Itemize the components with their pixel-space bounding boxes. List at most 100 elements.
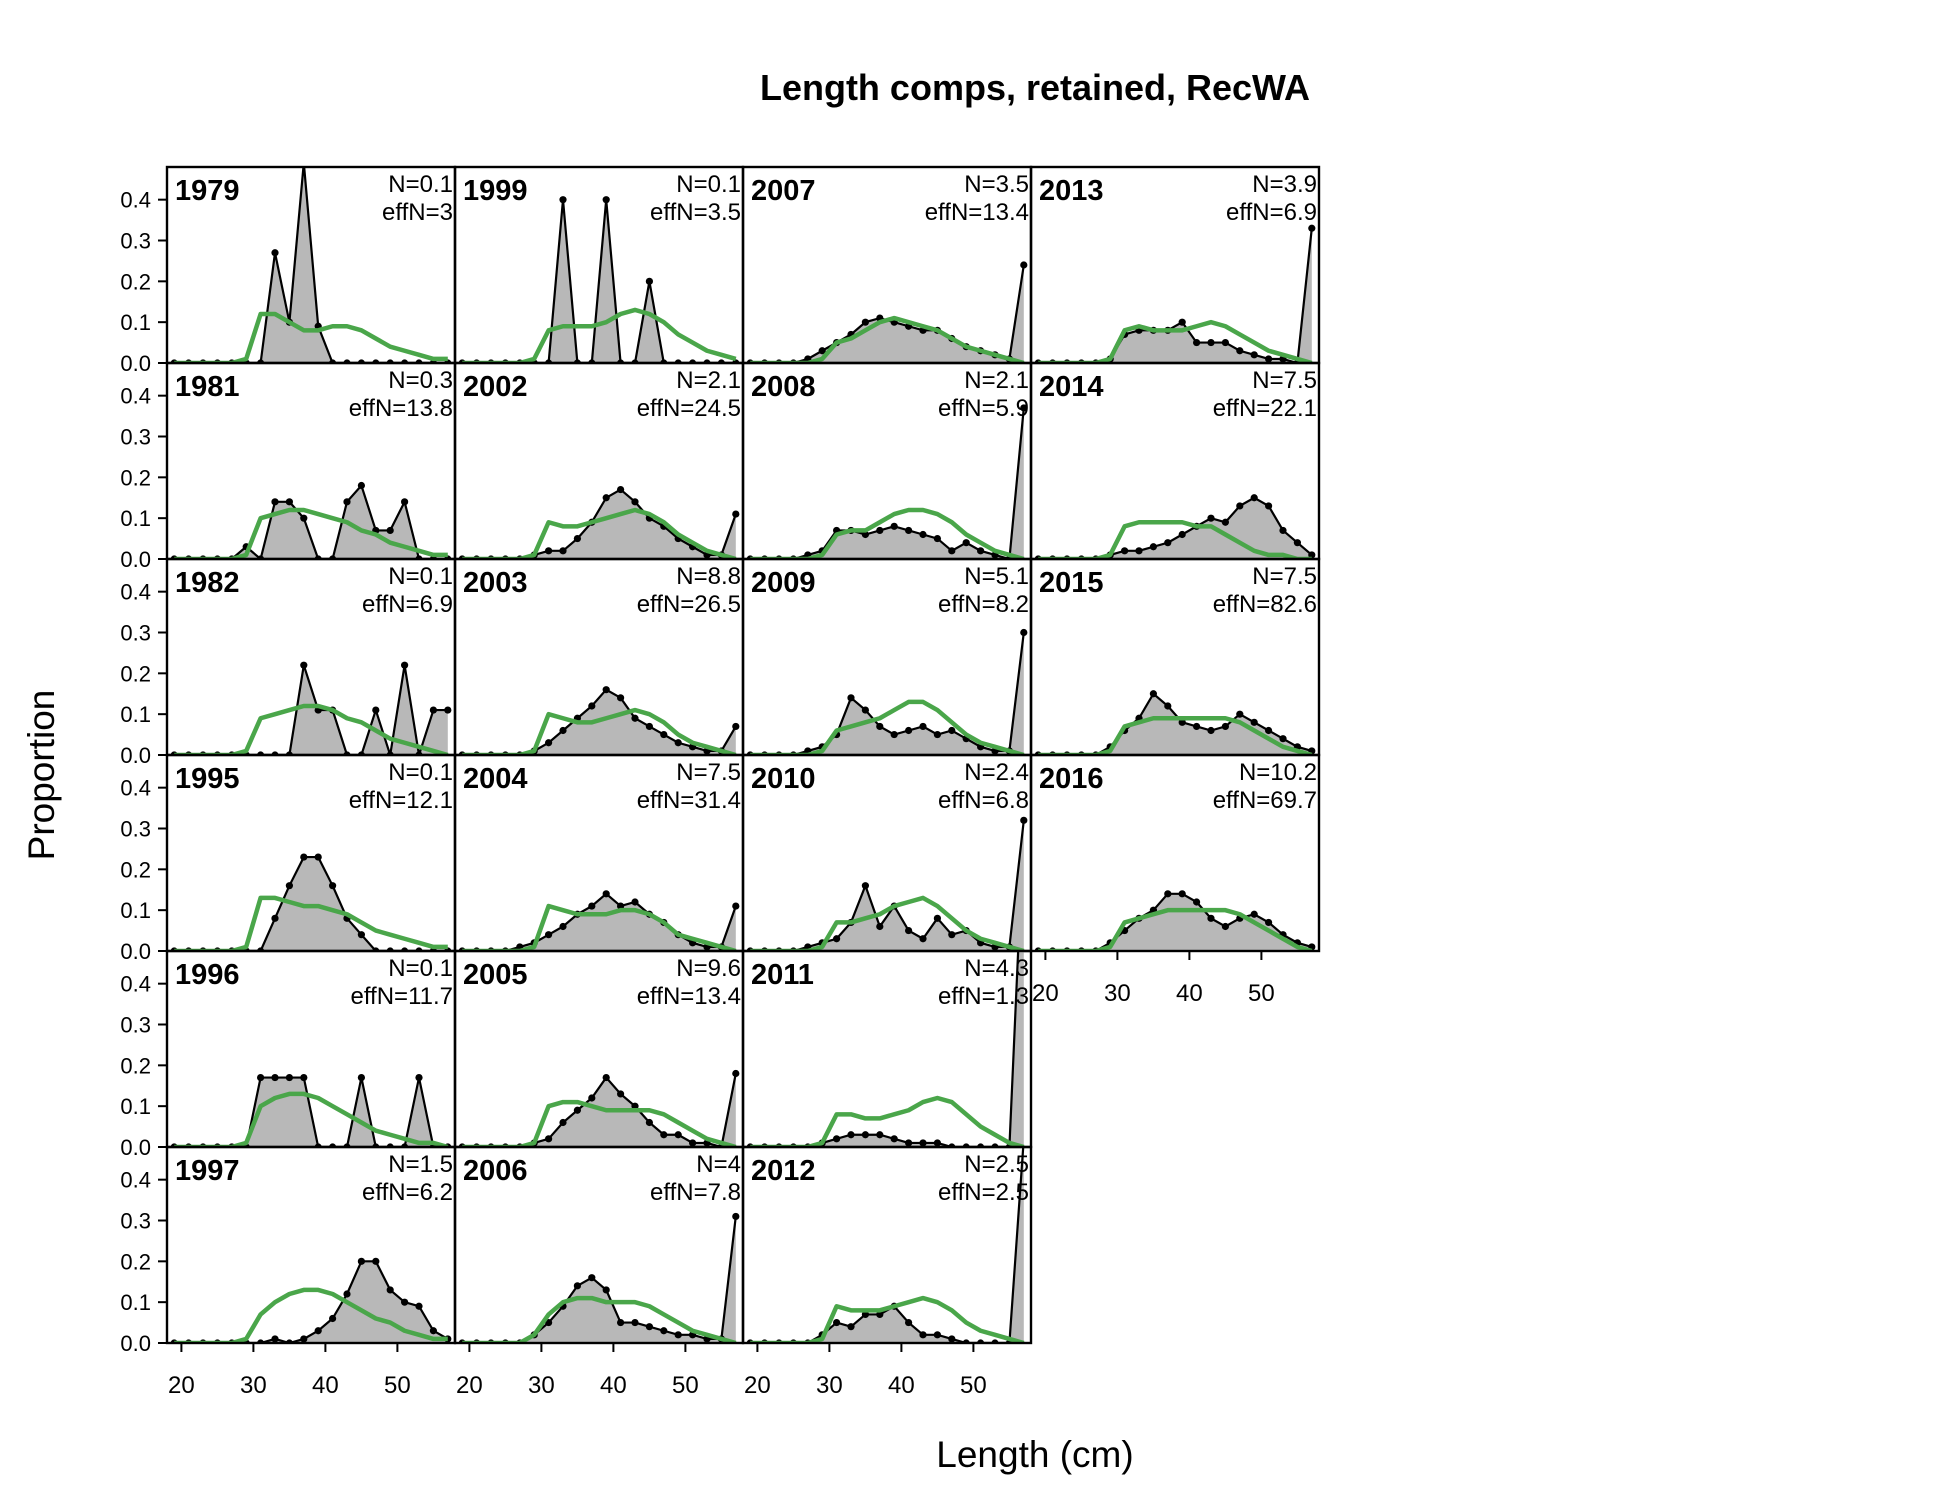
observed-point [1164,890,1172,898]
chart-title: Length comps, retained, RecWA [760,67,1310,108]
y-tick-label: 0.3 [120,1013,151,1038]
observed-point [948,1335,956,1343]
panel-n-label: N=1.5 [388,1151,453,1178]
x-tick-label: 20 [456,1372,483,1399]
observed-point [847,1131,855,1139]
observed-point [905,1318,913,1327]
observed-point [660,730,668,739]
observed-point [861,882,870,890]
observed-point [933,1331,942,1339]
observed-point [357,481,365,490]
x-tick-label: 50 [672,1372,699,1399]
observed-point [300,159,307,166]
observed-point [559,922,567,931]
panel-year-label: 2004 [463,763,528,795]
panel-year-label: 1999 [463,175,528,207]
observed-point [1149,543,1157,551]
observed-point [300,853,308,861]
panel-year-label: 2016 [1039,763,1104,795]
observed-point [271,1073,279,1082]
observed-point [919,1139,927,1147]
observed-point [645,1323,654,1331]
panel-year-label: 2011 [751,959,814,991]
panel-n-label: N=2.5 [964,1151,1029,1178]
panel-effn-label: effN=69.7 [1213,787,1317,814]
y-tick-label: 0.2 [120,465,151,490]
panel-n-label: N=7.5 [1252,367,1317,394]
panel-n-label: N=4 [696,1151,741,1178]
panel-plot-area [455,485,743,559]
panel-year-label: 2005 [463,959,528,991]
y-tick-label: 0.4 [120,188,151,213]
panel-plot-area [743,628,1031,755]
observed-point [300,1073,308,1082]
panel-year-label: 2010 [751,763,816,795]
observed-area [1038,693,1312,755]
panel-effn-label: effN=6.9 [1226,199,1317,226]
panel-effn-label: effN=1.3 [938,983,1029,1010]
observed-point [617,694,625,702]
x-tick-label: 30 [240,1372,267,1399]
observed-point [977,547,985,555]
panel-year-label: 2006 [463,1155,528,1187]
observed-point [847,694,855,702]
observed-point [631,714,639,722]
observed-point [1250,718,1258,726]
panel-effn-label: effN=82.6 [1213,591,1317,618]
observed-point [732,722,740,731]
observed-point [876,1310,884,1319]
panel-year-label: 1996 [175,959,240,991]
panel-year-label: 2002 [463,371,528,403]
y-tick-label: 0.3 [120,229,151,254]
observed-point [429,706,437,714]
observed-point [602,1286,610,1294]
panel-effn-label: effN=13.4 [925,199,1029,226]
observed-point [329,1314,337,1323]
y-tick-label: 0.4 [120,1168,151,1193]
observed-point [588,1094,596,1102]
observed-point [1236,502,1244,510]
observed-point [357,931,365,939]
observed-point [890,730,898,739]
observed-area [750,820,1024,951]
observed-point [1207,514,1215,522]
y-tick-label: 0.4 [120,972,151,997]
observed-point [415,1302,423,1310]
observed-point [300,661,308,669]
panel-effn-label: effN=11.7 [350,983,453,1010]
panel-year-label: 2003 [463,567,528,599]
observed-point [1164,539,1172,547]
observed-point [1178,530,1186,539]
observed-point [631,898,639,906]
panel-n-label: N=10.2 [1239,759,1317,786]
panel-effn-label: effN=26.5 [637,591,741,618]
observed-point [861,1131,870,1139]
observed-point [271,914,279,922]
observed-point [271,249,279,257]
panel-year-label: 1982 [175,567,240,599]
panel-plot-area [743,404,1031,559]
observed-point [343,498,351,506]
observed-area [462,489,736,559]
y-tick-label: 0.4 [120,580,151,605]
observed-point [631,1102,639,1110]
panel-plot-area [167,853,455,951]
x-tick-label: 40 [1176,980,1203,1007]
observed-point [876,526,884,535]
panel-n-label: N=2.4 [964,759,1029,786]
observed-point [1193,898,1201,906]
panel-plot-area [1031,890,1319,951]
observed-point [1265,726,1273,735]
y-tick-label: 0.2 [120,661,151,686]
expected-line [462,707,737,755]
observed-point [890,522,898,530]
panel-effn-label: effN=6.9 [362,591,453,618]
observed-point [602,1073,610,1082]
observed-point [300,1335,308,1343]
